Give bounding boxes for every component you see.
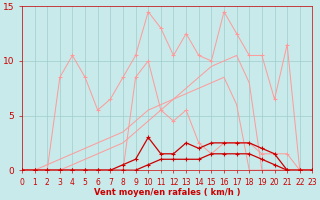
X-axis label: Vent moyen/en rafales ( km/h ): Vent moyen/en rafales ( km/h ) xyxy=(94,188,240,197)
